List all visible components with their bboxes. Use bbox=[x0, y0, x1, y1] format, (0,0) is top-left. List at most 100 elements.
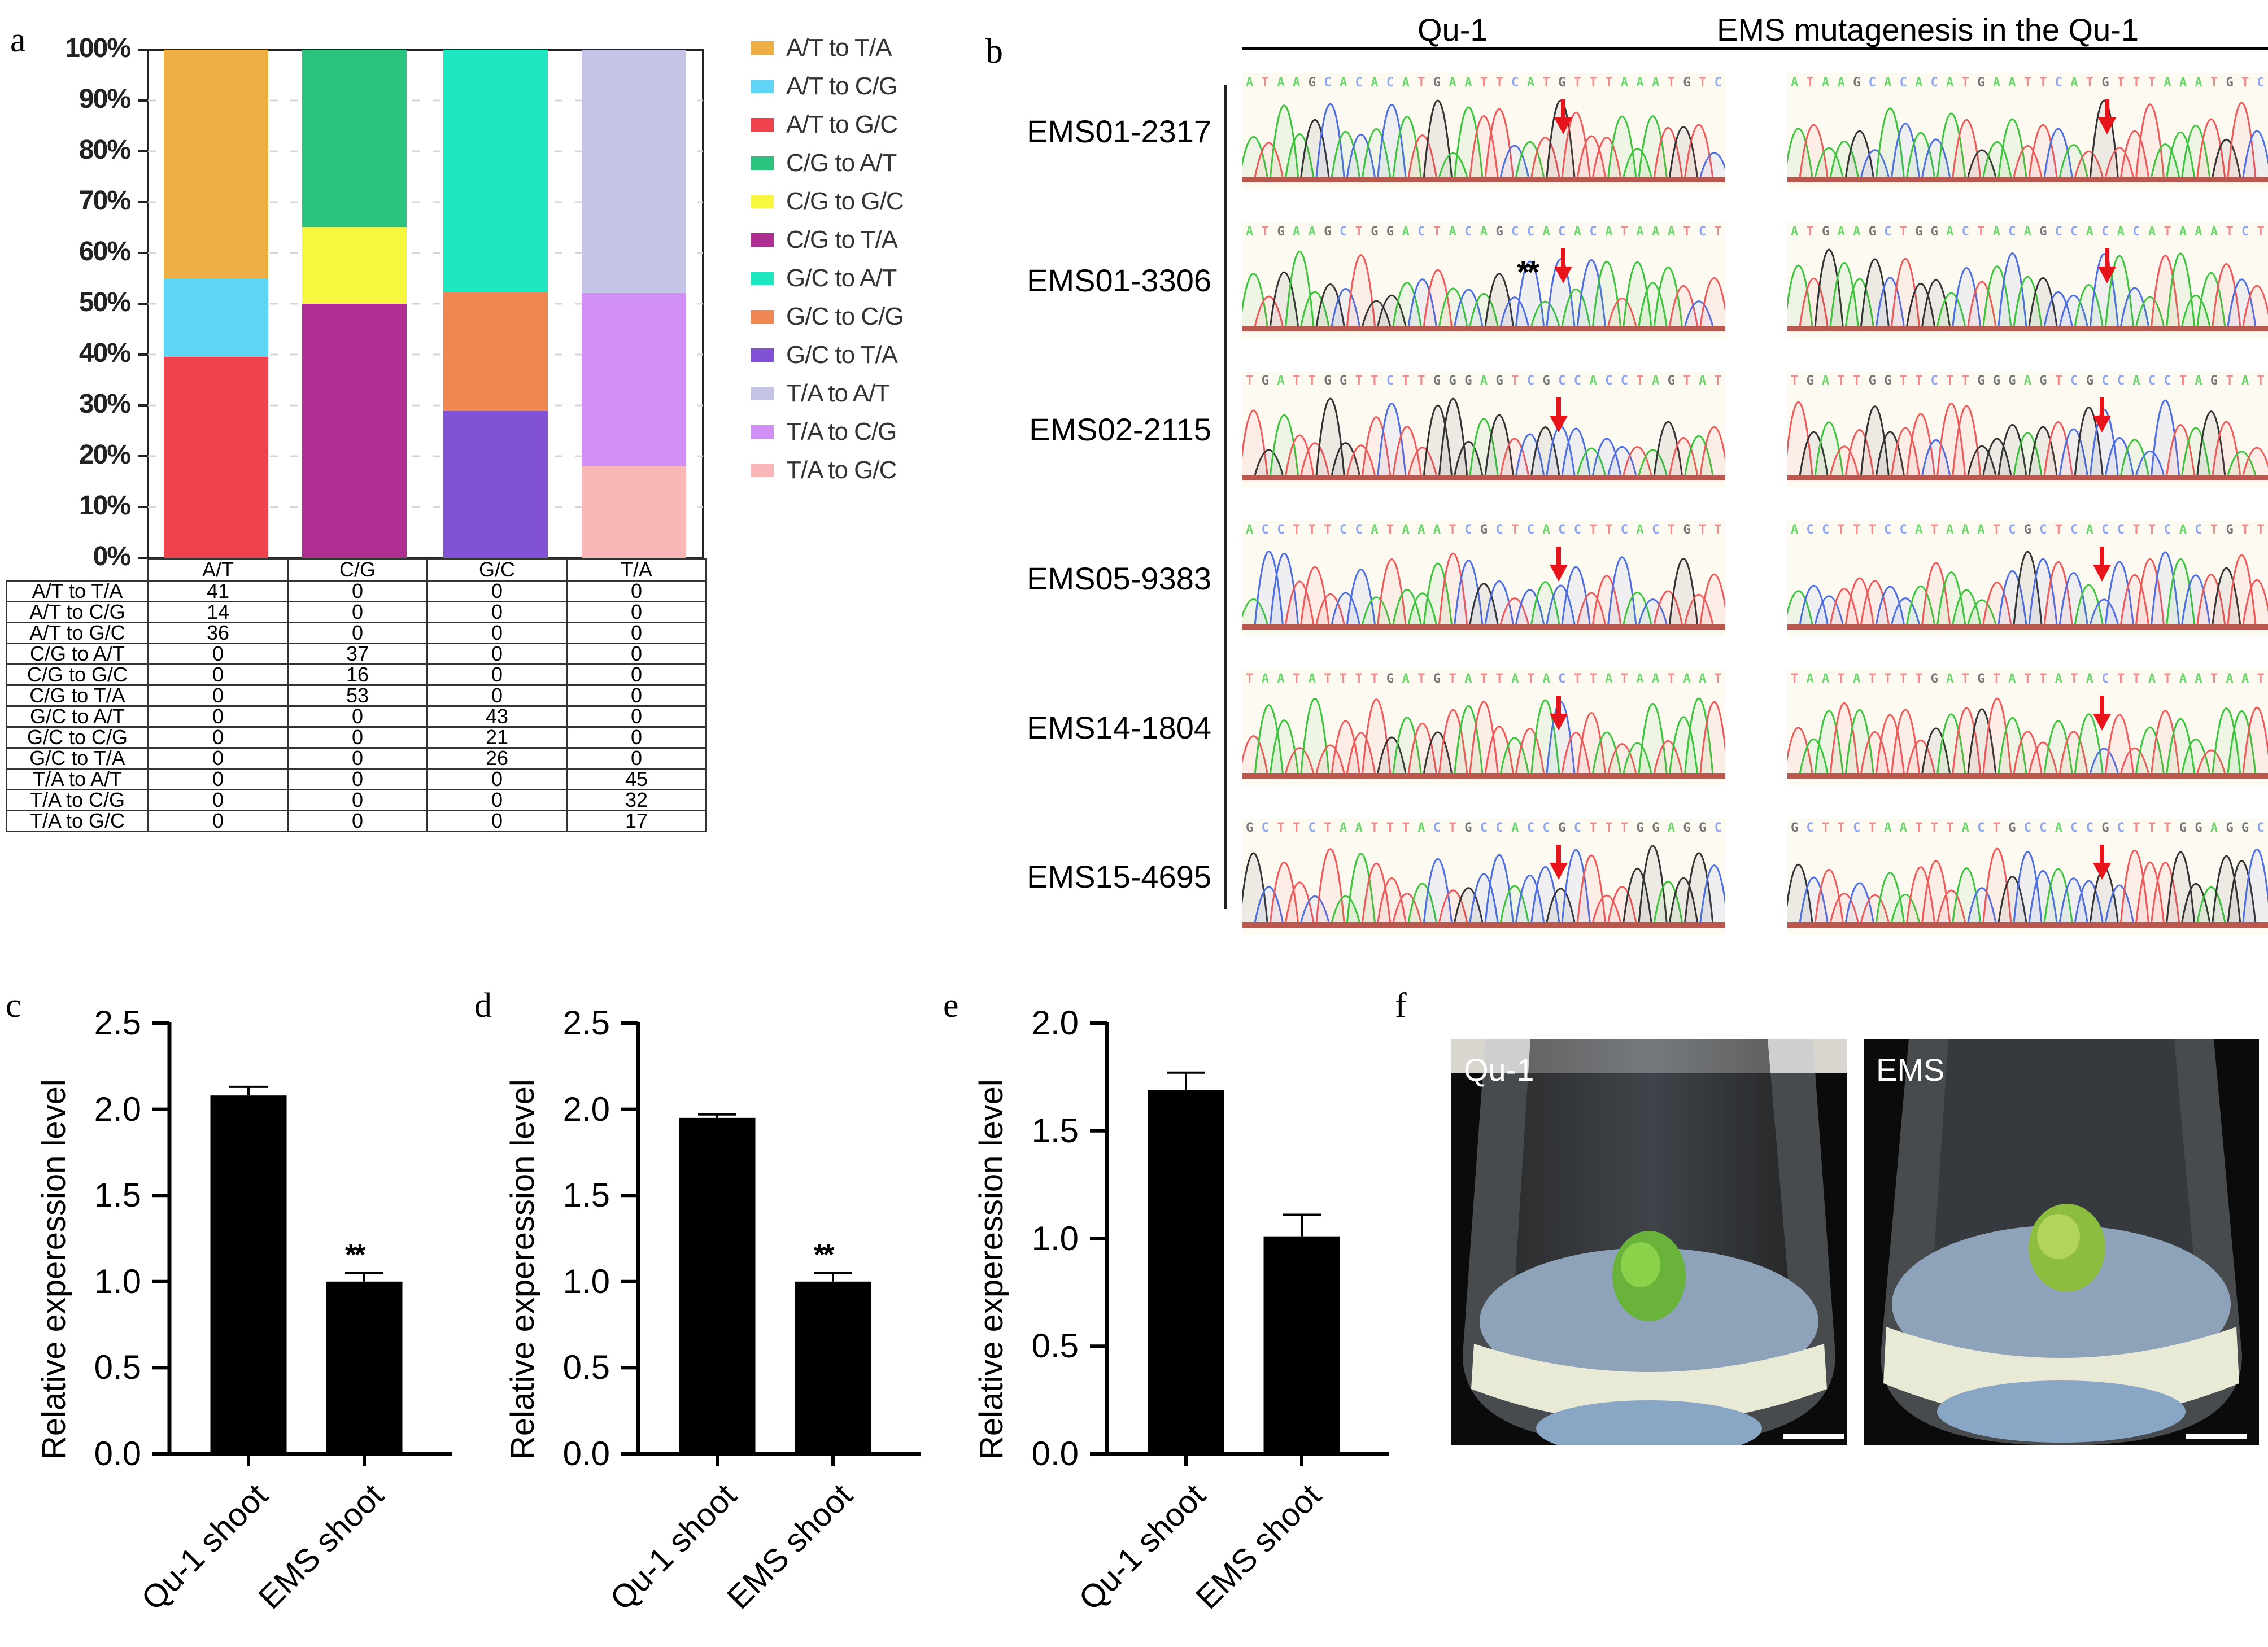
base-call: G bbox=[2210, 374, 2218, 388]
trace-peak bbox=[1270, 861, 1299, 923]
trace-peak bbox=[1484, 414, 1514, 475]
y-tick-label: 70% bbox=[78, 186, 131, 216]
trace-peak bbox=[2013, 145, 2043, 177]
table-cell: 0 bbox=[287, 726, 428, 749]
y-tick-label: 0.5 bbox=[94, 1348, 141, 1387]
bar-segment bbox=[302, 227, 407, 304]
trace-peak bbox=[1242, 136, 1268, 177]
base-call: T bbox=[1868, 821, 1876, 835]
trace-peak bbox=[2013, 731, 2043, 774]
base-call: A bbox=[1853, 672, 1861, 686]
trace-peak bbox=[2120, 747, 2149, 774]
trace-peak bbox=[1936, 112, 1966, 177]
base-call: A bbox=[1853, 225, 1861, 239]
table-row-label: T/A to A/T bbox=[6, 768, 149, 790]
base-call: C bbox=[1822, 523, 1830, 537]
trace-peak bbox=[1484, 108, 1514, 177]
mutation-arrow-icon bbox=[1549, 696, 1568, 731]
trace-peak bbox=[1623, 868, 1652, 923]
base-call: G bbox=[2226, 76, 2234, 90]
trace-peak bbox=[1967, 708, 1997, 774]
base-call: T bbox=[1573, 672, 1582, 686]
base-call: T bbox=[2023, 76, 2031, 90]
trace-peak bbox=[1607, 556, 1637, 624]
base-call: A bbox=[2008, 672, 2016, 686]
trace-peak bbox=[1576, 592, 1606, 624]
base-call: G bbox=[1324, 225, 1332, 239]
base-call: A bbox=[1355, 821, 1363, 835]
base-call: C bbox=[2070, 374, 2078, 388]
quality-bar bbox=[1787, 326, 2268, 331]
table-cell: 0 bbox=[426, 684, 568, 707]
trace-peak bbox=[1699, 701, 1725, 774]
legend-swatch bbox=[751, 272, 774, 285]
base-call: T bbox=[1324, 523, 1332, 537]
base-call: C bbox=[1573, 374, 1582, 388]
trace-peak bbox=[2181, 739, 2211, 774]
trace-peak bbox=[1362, 596, 1392, 624]
legend-label: C/G to T/A bbox=[786, 226, 898, 254]
quality-bar bbox=[1242, 773, 1725, 779]
base-call: A bbox=[1915, 76, 1923, 90]
trace-peak bbox=[1607, 743, 1637, 774]
trace-peak bbox=[1454, 887, 1484, 923]
base-call: T bbox=[1667, 672, 1675, 686]
base-call: T bbox=[1806, 225, 1814, 239]
trace-peak bbox=[1607, 298, 1637, 326]
base-call: A bbox=[1573, 225, 1582, 239]
trace-peak bbox=[2058, 877, 2088, 923]
trace-peak bbox=[1982, 438, 2012, 475]
bar-segment bbox=[443, 411, 548, 558]
panel-d-label: d bbox=[474, 986, 492, 1025]
base-call: T bbox=[1961, 374, 1969, 388]
trace-peak bbox=[1684, 852, 1714, 923]
base-call: A bbox=[1339, 821, 1347, 835]
trace-peak bbox=[1469, 701, 1499, 774]
trace-peak bbox=[1906, 132, 1935, 177]
table-cell: 0 bbox=[287, 622, 428, 644]
trace-peak bbox=[1331, 130, 1360, 177]
quality-bar bbox=[1787, 624, 2268, 630]
base-call: T bbox=[1433, 225, 1441, 239]
trace-peak bbox=[1891, 597, 1920, 624]
base-call: A bbox=[2195, 76, 2202, 90]
base-call: A bbox=[1605, 672, 1613, 686]
base-call: C bbox=[2117, 374, 2125, 388]
trace-peak bbox=[2043, 720, 2073, 774]
table-cell: 0 bbox=[566, 705, 707, 728]
table-cell: 0 bbox=[426, 601, 568, 623]
trace-peak bbox=[1407, 447, 1437, 475]
trace-peak bbox=[1438, 152, 1468, 177]
y-tick-label: 1.5 bbox=[1031, 1111, 1079, 1150]
base-call: C bbox=[1558, 374, 1566, 388]
legend-label: A/T to C/G bbox=[786, 72, 898, 100]
trace-peak bbox=[1829, 445, 1859, 475]
base-call: A bbox=[2008, 76, 2016, 90]
base-call: G bbox=[2226, 523, 2234, 537]
trace-peak bbox=[2242, 447, 2268, 475]
trace-peak bbox=[1331, 442, 1360, 475]
table-row: G/C to C/G 0 0 21 0 bbox=[6, 726, 707, 749]
legend-item: G/C to C/G bbox=[751, 300, 904, 334]
base-call: T bbox=[1605, 523, 1613, 537]
trace-peak bbox=[1454, 289, 1484, 326]
trace-peak bbox=[2151, 255, 2180, 326]
base-call: A bbox=[1371, 523, 1379, 537]
trace-peak bbox=[1530, 426, 1560, 475]
base-call: C bbox=[1620, 523, 1628, 537]
bar-segment bbox=[164, 356, 268, 558]
legend-swatch bbox=[751, 387, 774, 400]
base-call: C bbox=[2101, 374, 2109, 388]
base-call: C bbox=[1573, 821, 1582, 835]
base-call: C bbox=[2117, 821, 2125, 835]
table-cell: 0 bbox=[147, 789, 289, 811]
sample-label: EMS05-9383 bbox=[1027, 561, 1211, 596]
trace-peak bbox=[1285, 747, 1315, 774]
bar-segment bbox=[443, 50, 548, 292]
base-call: T bbox=[2257, 523, 2265, 537]
trace-peak bbox=[2028, 277, 2058, 326]
y-tick-label: 0.0 bbox=[562, 1435, 610, 1473]
trace-peak bbox=[1684, 124, 1714, 177]
